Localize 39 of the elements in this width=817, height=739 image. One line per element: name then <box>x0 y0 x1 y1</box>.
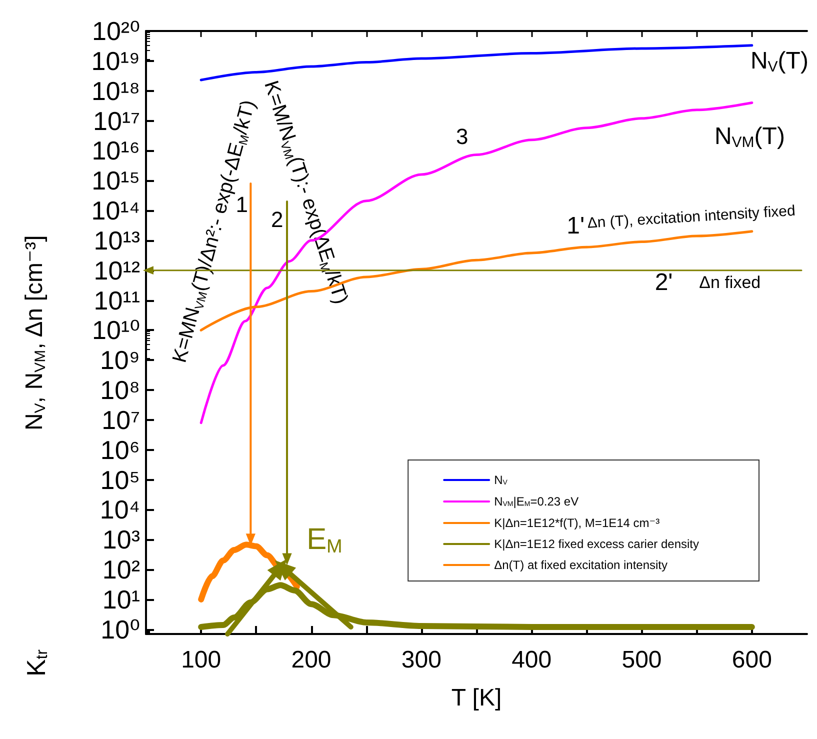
annotation: 2 <box>270 207 284 232</box>
y-tick-label: 10¹⁹ <box>91 46 140 76</box>
y-tick-label: 10⁹ <box>100 345 140 376</box>
x-axis-title: T [K] <box>451 684 502 712</box>
legend-label: K|Δn=1E12 fixed excess carier density <box>494 537 700 551</box>
y-tick-label: 10¹⁸ <box>91 76 140 106</box>
annotation: 3 <box>456 124 468 149</box>
y-tick-label: 10¹¹ <box>94 285 140 316</box>
y-tick-label: 10⁷ <box>102 404 140 435</box>
y-tick-label: 10⁰ <box>100 614 140 644</box>
annotation: Δn (T), excitation intensity fixed <box>586 202 796 232</box>
text: Ktr <box>21 648 51 677</box>
y-tick-label: 10¹⁵ <box>92 166 140 196</box>
legend-label: K|Δn=1E12*f(T), M=1E14 cm⁻³ <box>494 516 660 530</box>
y-tick-label: 10¹⁴ <box>91 196 140 226</box>
y-tick-label: 10⁵ <box>100 464 140 495</box>
y-tick-label: 10⁶ <box>100 434 140 465</box>
y-axis-title: NV, NVM, Δn [cm⁻³] <box>21 235 49 430</box>
y-tick-label: 10² <box>102 554 140 585</box>
annotation: 1' <box>566 212 585 240</box>
x-tick-label: 400 <box>512 646 552 674</box>
x-tick-label: 300 <box>401 646 442 674</box>
y-tick-label: 10¹ <box>102 584 140 614</box>
y-tick-label: 10¹⁶ <box>92 136 140 166</box>
y-tick-label: 10¹⁷ <box>93 106 140 136</box>
annotation: 2' <box>654 268 673 296</box>
y-tick-label: 10⁸ <box>100 375 140 406</box>
y-tick-label: 10²⁰ <box>92 16 140 46</box>
x-tick-label: 200 <box>291 646 332 674</box>
y-tick-label: 10¹² <box>94 255 140 286</box>
x-tick-label: 100 <box>181 646 222 674</box>
legend-label: Δn(T) at fixed excitation intensity <box>494 558 668 572</box>
y-tick-label: 10¹³ <box>94 225 140 256</box>
x-tick-label: 600 <box>732 646 772 674</box>
y-tick-label: 10¹⁰ <box>92 315 140 346</box>
annotation: Δn fixed <box>699 272 761 292</box>
y-tick-label: 10³ <box>102 524 140 555</box>
x-tick-label: 500 <box>622 646 662 674</box>
y-tick-label: 10⁴ <box>100 494 140 525</box>
